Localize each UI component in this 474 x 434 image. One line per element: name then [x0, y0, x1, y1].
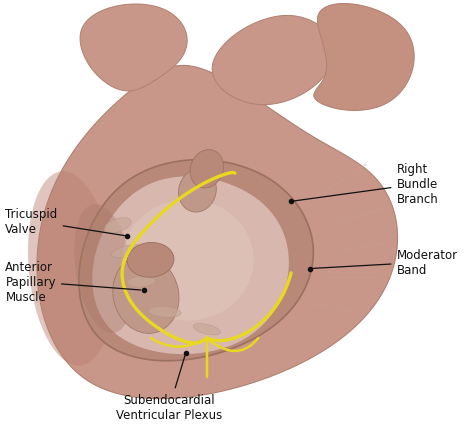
Polygon shape	[80, 5, 187, 92]
Polygon shape	[79, 160, 313, 361]
Ellipse shape	[148, 307, 181, 318]
Ellipse shape	[193, 324, 220, 335]
Polygon shape	[92, 177, 289, 354]
Polygon shape	[37, 66, 398, 399]
Text: Moderator
Band: Moderator Band	[313, 248, 457, 276]
Ellipse shape	[127, 243, 174, 278]
Ellipse shape	[113, 256, 179, 334]
Ellipse shape	[111, 245, 143, 258]
Ellipse shape	[122, 200, 254, 321]
Ellipse shape	[104, 218, 131, 233]
Polygon shape	[212, 16, 334, 105]
Text: Subendocardial
Ventricular Plexus: Subendocardial Ventricular Plexus	[116, 356, 222, 421]
Text: Tricuspid
Valve: Tricuspid Valve	[5, 207, 124, 236]
Text: Right
Bundle
Branch: Right Bundle Branch	[294, 163, 438, 206]
Polygon shape	[314, 4, 414, 111]
Ellipse shape	[179, 170, 216, 213]
Text: Anterior
Papillary
Muscle: Anterior Papillary Muscle	[5, 260, 141, 303]
Ellipse shape	[28, 172, 114, 366]
Ellipse shape	[190, 150, 224, 189]
Ellipse shape	[127, 276, 155, 287]
Ellipse shape	[74, 204, 133, 333]
